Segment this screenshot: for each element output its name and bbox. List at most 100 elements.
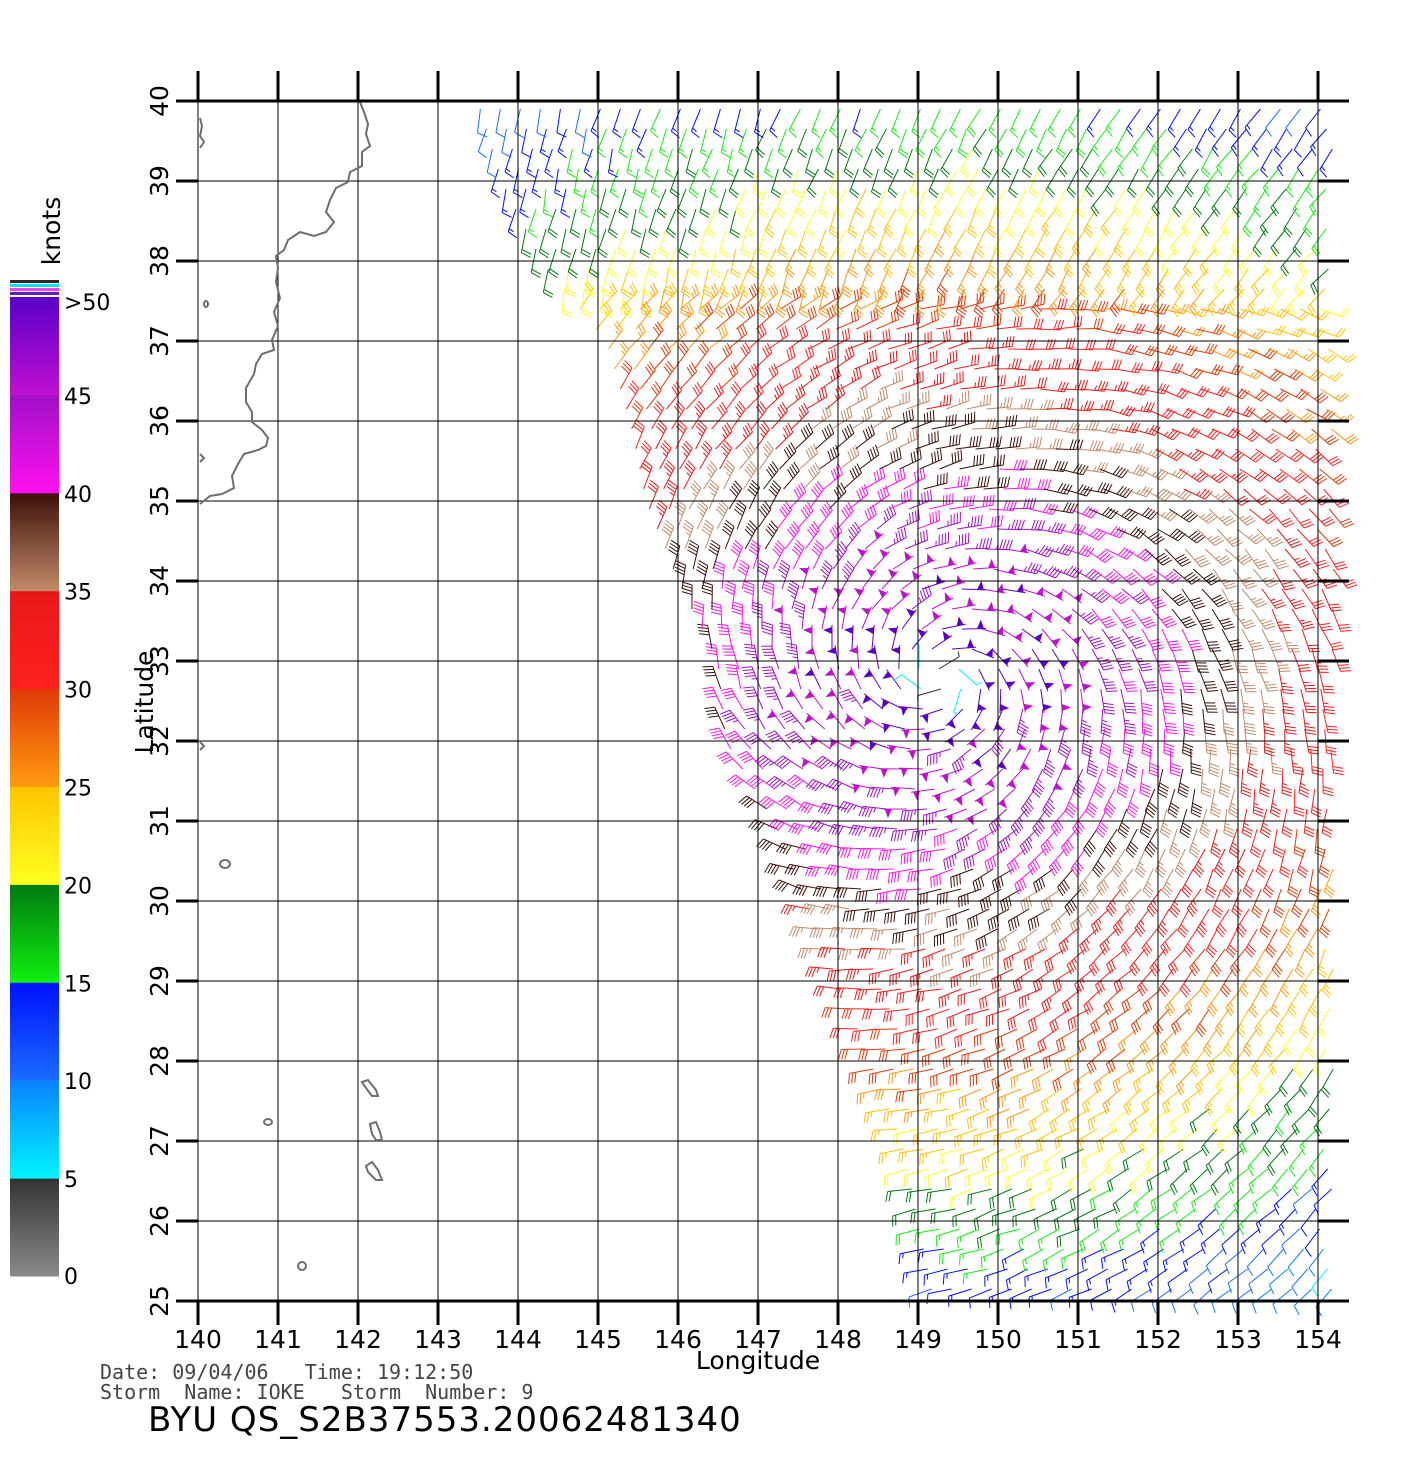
wind-barb bbox=[991, 603, 1016, 614]
wind-barb bbox=[1026, 399, 1055, 411]
wind-barb bbox=[1019, 828, 1038, 856]
wind-barb bbox=[656, 499, 668, 530]
wind-barb bbox=[530, 248, 542, 278]
wind-barb bbox=[962, 948, 986, 969]
wind-barb bbox=[1247, 1148, 1264, 1177]
wind-barb bbox=[866, 645, 880, 670]
wind-barb bbox=[978, 668, 996, 691]
wind-barb bbox=[876, 309, 899, 330]
wind-barb bbox=[1291, 1108, 1310, 1136]
wind-barb bbox=[764, 148, 774, 179]
wind-barb bbox=[1017, 519, 1046, 531]
wind-barb bbox=[1242, 208, 1257, 238]
wind-barb bbox=[1114, 362, 1144, 374]
wind-barb bbox=[890, 786, 915, 797]
wind-barb bbox=[1262, 868, 1275, 899]
wind-barb bbox=[1129, 948, 1146, 977]
wind-barb bbox=[833, 886, 862, 899]
wind-barb bbox=[1323, 868, 1336, 899]
wind-barb bbox=[1045, 248, 1057, 279]
wind-barb bbox=[1093, 1208, 1116, 1230]
wind-barb bbox=[1055, 1028, 1078, 1052]
wind-barb bbox=[957, 514, 983, 530]
wind-barb bbox=[1283, 488, 1311, 506]
wind-barb bbox=[1064, 788, 1078, 819]
wind-barb bbox=[1115, 442, 1145, 454]
wind-barb bbox=[882, 669, 902, 690]
wind-barb bbox=[560, 228, 571, 258]
wind-barb bbox=[1218, 668, 1239, 692]
wind-barb bbox=[848, 484, 869, 510]
wind-barb bbox=[1311, 1268, 1328, 1297]
wind-barb bbox=[1070, 908, 1090, 934]
wind-barb bbox=[1311, 608, 1333, 632]
wind-barb bbox=[742, 707, 766, 730]
wind-barb bbox=[1074, 360, 1103, 372]
wind-barb bbox=[565, 268, 577, 298]
wind-barb bbox=[1169, 748, 1181, 777]
wind-barb bbox=[1009, 1288, 1032, 1310]
wind-barb bbox=[1285, 108, 1301, 137]
wind-barb bbox=[1079, 928, 1098, 955]
wind-barb bbox=[1093, 1068, 1114, 1094]
wind-barb bbox=[1020, 788, 1036, 818]
wind-barb bbox=[1273, 1188, 1292, 1215]
wind-barb bbox=[1151, 608, 1178, 629]
wind-barb bbox=[1262, 1128, 1278, 1157]
wind-barb bbox=[892, 551, 914, 570]
x-tick-label: 147 bbox=[734, 1325, 782, 1354]
wind-barb bbox=[804, 689, 824, 710]
wind-barb bbox=[866, 786, 895, 798]
wind-barb bbox=[862, 148, 873, 179]
wind-barb bbox=[876, 888, 902, 905]
wind-barb bbox=[1081, 588, 1111, 604]
wind-barb bbox=[650, 108, 661, 139]
wind-barb bbox=[1247, 288, 1265, 316]
wind-barb bbox=[539, 128, 550, 159]
wind-barb bbox=[1041, 628, 1061, 648]
wind-barb bbox=[723, 460, 735, 490]
wind-barb bbox=[1029, 108, 1041, 138]
wind-barb bbox=[1223, 808, 1235, 838]
wind-barb bbox=[868, 328, 891, 350]
wind-barb bbox=[761, 666, 782, 690]
y-tick-label: 28 bbox=[145, 1045, 174, 1077]
wind-barb bbox=[861, 568, 877, 590]
wind-barb bbox=[1249, 828, 1262, 859]
wind-barb bbox=[1221, 1228, 1240, 1255]
wind-barb bbox=[632, 168, 644, 198]
wind-barb bbox=[776, 501, 793, 530]
wind-barb bbox=[609, 168, 619, 199]
wind-barb bbox=[1211, 188, 1227, 217]
colorbar-cap-stripe bbox=[10, 284, 59, 287]
wind-barb bbox=[971, 417, 999, 430]
wind-barb bbox=[690, 248, 701, 279]
wind-barb bbox=[896, 988, 922, 1004]
wind-barb bbox=[1230, 228, 1247, 257]
wind-barb bbox=[1189, 948, 1206, 977]
wind-barb bbox=[1048, 337, 1076, 350]
wind-barb bbox=[1159, 468, 1189, 480]
wind-barb bbox=[966, 393, 992, 410]
wind-barb bbox=[993, 188, 1007, 218]
wind-barb bbox=[1142, 248, 1157, 278]
colorbar-tick-label: 40 bbox=[64, 483, 92, 508]
wind-barb bbox=[1296, 327, 1326, 338]
wind-barb bbox=[1042, 1048, 1066, 1070]
wind-barb bbox=[945, 708, 964, 729]
wind-barb bbox=[1156, 325, 1186, 337]
wind-barb bbox=[1255, 848, 1268, 879]
wind-barb bbox=[1176, 1068, 1194, 1096]
wind-barb bbox=[1284, 548, 1311, 568]
wind-barb bbox=[1121, 588, 1150, 605]
wind-barb bbox=[1060, 299, 1089, 311]
wind-barb bbox=[1224, 548, 1253, 566]
wind-barb bbox=[720, 128, 731, 158]
wind-barb bbox=[894, 888, 922, 901]
x-axis-label: Longitude bbox=[696, 1346, 820, 1375]
wind-barb bbox=[743, 460, 758, 490]
wind-barb bbox=[910, 968, 934, 988]
wind-barb bbox=[666, 248, 677, 279]
wind-barb bbox=[1259, 768, 1271, 798]
wind-barb bbox=[848, 824, 878, 837]
